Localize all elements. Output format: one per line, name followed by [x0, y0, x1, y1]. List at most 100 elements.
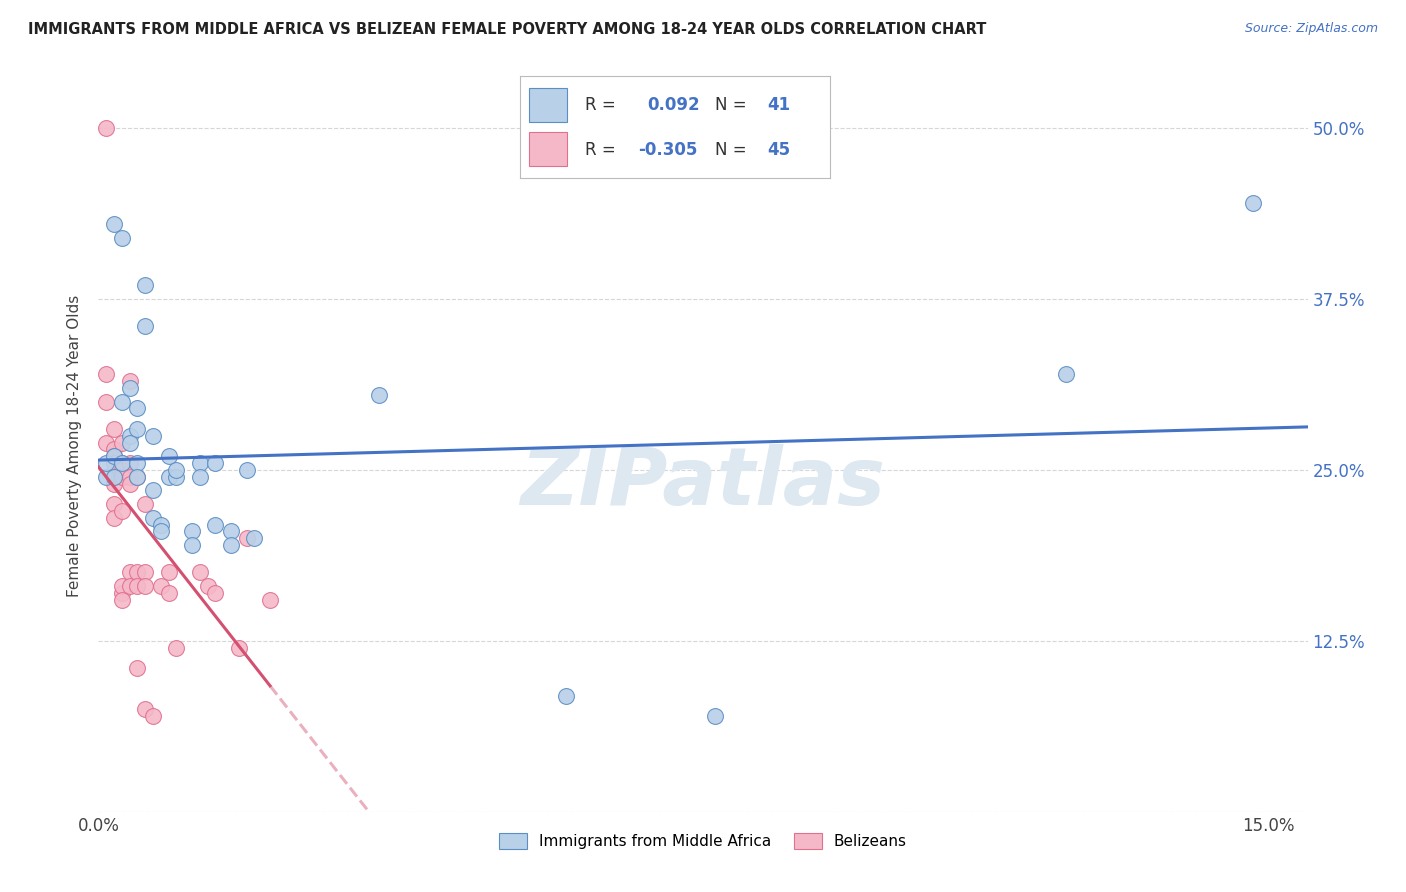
- Point: [235, 531, 257, 545]
- Point: [188, 566, 211, 580]
- Point: [111, 394, 134, 409]
- Point: [134, 579, 156, 593]
- Point: [127, 579, 149, 593]
- Point: [243, 531, 266, 545]
- Point: [96, 368, 118, 382]
- Point: [204, 517, 226, 532]
- Point: [181, 524, 204, 539]
- Point: [157, 449, 180, 463]
- Point: [127, 661, 149, 675]
- Point: [103, 449, 125, 463]
- Point: [118, 381, 141, 395]
- Text: -0.305: -0.305: [638, 141, 697, 159]
- Point: [127, 469, 149, 483]
- Text: R =: R =: [585, 141, 616, 159]
- Text: N =: N =: [716, 141, 747, 159]
- Point: [149, 579, 172, 593]
- Point: [96, 121, 118, 136]
- Point: [127, 456, 149, 470]
- Point: [165, 469, 187, 483]
- Point: [103, 442, 125, 457]
- Point: [103, 422, 125, 436]
- Point: [703, 709, 725, 723]
- Point: [118, 476, 141, 491]
- Point: [1241, 196, 1264, 211]
- Point: [134, 497, 156, 511]
- Point: [103, 217, 125, 231]
- Point: [188, 469, 211, 483]
- Point: [219, 524, 242, 539]
- Point: [111, 469, 134, 483]
- Point: [118, 374, 141, 388]
- Point: [103, 469, 125, 483]
- Point: [118, 435, 141, 450]
- Point: [157, 566, 180, 580]
- Point: [157, 586, 180, 600]
- Text: 41: 41: [768, 95, 790, 113]
- Point: [103, 456, 125, 470]
- Point: [197, 579, 219, 593]
- Point: [142, 483, 165, 498]
- Point: [118, 579, 141, 593]
- Point: [204, 456, 226, 470]
- Point: [149, 524, 172, 539]
- Point: [111, 504, 134, 518]
- Text: R =: R =: [585, 95, 616, 113]
- Point: [96, 435, 118, 450]
- Point: [111, 592, 134, 607]
- Point: [127, 422, 149, 436]
- Point: [103, 476, 125, 491]
- Point: [111, 456, 134, 470]
- Text: 45: 45: [768, 141, 790, 159]
- Point: [103, 510, 125, 524]
- Point: [127, 469, 149, 483]
- Legend: Immigrants from Middle Africa, Belizeans: Immigrants from Middle Africa, Belizeans: [494, 827, 912, 855]
- Point: [118, 566, 141, 580]
- FancyBboxPatch shape: [530, 132, 567, 166]
- Point: [165, 463, 187, 477]
- Point: [204, 586, 226, 600]
- Point: [103, 497, 125, 511]
- Point: [134, 566, 156, 580]
- Point: [118, 456, 141, 470]
- Point: [368, 388, 391, 402]
- Point: [118, 469, 141, 483]
- Point: [235, 463, 257, 477]
- Point: [111, 435, 134, 450]
- Point: [157, 469, 180, 483]
- Point: [228, 640, 250, 655]
- Point: [134, 702, 156, 716]
- Point: [142, 429, 165, 443]
- Point: [181, 538, 204, 552]
- Point: [149, 517, 172, 532]
- Point: [127, 401, 149, 416]
- Text: IMMIGRANTS FROM MIDDLE AFRICA VS BELIZEAN FEMALE POVERTY AMONG 18-24 YEAR OLDS C: IMMIGRANTS FROM MIDDLE AFRICA VS BELIZEA…: [28, 22, 987, 37]
- Text: ZIPatlas: ZIPatlas: [520, 443, 886, 522]
- Point: [127, 566, 149, 580]
- Point: [103, 449, 125, 463]
- Point: [134, 319, 156, 334]
- Point: [219, 538, 242, 552]
- Text: Source: ZipAtlas.com: Source: ZipAtlas.com: [1244, 22, 1378, 36]
- Point: [1054, 368, 1077, 382]
- Point: [96, 394, 118, 409]
- Point: [165, 640, 187, 655]
- Point: [111, 230, 134, 244]
- Point: [259, 592, 281, 607]
- Point: [96, 456, 118, 470]
- Y-axis label: Female Poverty Among 18-24 Year Olds: Female Poverty Among 18-24 Year Olds: [67, 295, 83, 597]
- Point: [188, 456, 211, 470]
- Point: [111, 456, 134, 470]
- Point: [555, 689, 578, 703]
- Point: [111, 579, 134, 593]
- Point: [96, 469, 118, 483]
- Point: [111, 463, 134, 477]
- Point: [103, 469, 125, 483]
- Point: [134, 278, 156, 293]
- Text: 0.092: 0.092: [647, 95, 700, 113]
- FancyBboxPatch shape: [530, 88, 567, 122]
- Point: [142, 709, 165, 723]
- Text: N =: N =: [716, 95, 747, 113]
- Point: [142, 510, 165, 524]
- Point: [111, 586, 134, 600]
